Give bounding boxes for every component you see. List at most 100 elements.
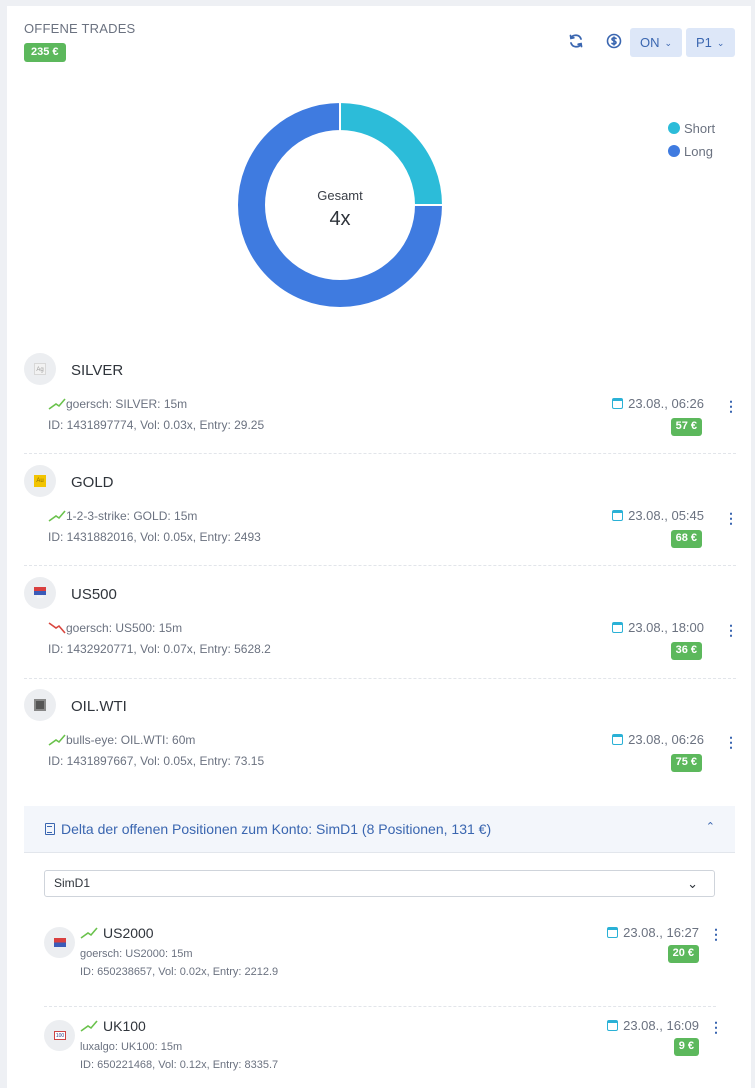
position-pnl-badge: 20 € [667, 945, 699, 963]
delta-position-row[interactable]: US2000 goersch: US2000: 15m ID: 65023865… [44, 924, 723, 1014]
more-options-icon[interactable]: ⋮ [724, 622, 738, 638]
trade-strategy-text: bulls-eye: OIL.WTI: 60m [66, 733, 196, 747]
trade-strategy: goersch: US500: 15m [48, 621, 182, 635]
document-icon [45, 823, 55, 835]
position-strategy: luxalgo: UK100: 15m [80, 1041, 183, 1053]
position-info: ID: 650221468, Vol: 0.12x, Entry: 8335.7 [80, 1059, 279, 1071]
position-symbol-text: US2000 [103, 925, 154, 941]
calendar-icon [612, 734, 624, 745]
chevron-down-icon: ⌄ [716, 38, 725, 48]
delta-title-text: Delta der offenen Positionen zum Konto: … [61, 821, 492, 837]
legend-dot [668, 122, 680, 134]
page-title: OFFENE TRADES [24, 21, 136, 36]
account-select[interactable]: SimD1 ⌄ [44, 870, 715, 897]
more-options-icon[interactable]: ⋮ [724, 734, 738, 750]
trade-strategy-text: 1-2-3-strike: GOLD: 15m [66, 509, 198, 523]
chevron-down-icon: ⌄ [664, 38, 673, 48]
trade-info: ID: 1432920771, Vol: 0.07x, Entry: 5628.… [48, 642, 271, 656]
trade-date: 23.08., 06:26 [612, 732, 704, 747]
on-dropdown-label: ON [640, 35, 660, 50]
delta-title: Delta der offenen Positionen zum Konto: … [45, 821, 491, 837]
legend-dot [668, 145, 680, 157]
trade-row[interactable]: Au GOLD 1-2-3-strike: GOLD: 15m ID: 1431… [24, 463, 738, 575]
trend-up-icon [48, 398, 66, 410]
calendar-icon [607, 1020, 619, 1031]
position-date-text: 23.08., 16:27 [623, 925, 699, 940]
trend-down-icon [48, 622, 66, 634]
symbol-avatar: 500 [24, 577, 56, 609]
trade-info: ID: 1431897667, Vol: 0.05x, Entry: 73.15 [48, 754, 265, 768]
trade-info: ID: 1431882016, Vol: 0.05x, Entry: 2493 [48, 530, 261, 544]
oil-barrel-icon [34, 699, 46, 711]
calendar-icon [612, 510, 624, 521]
open-trades-card [7, 6, 751, 1088]
legend-label: Long [684, 144, 713, 159]
trend-up-icon [48, 510, 66, 522]
symbol-avatar: Au [24, 465, 56, 497]
legend-item-long[interactable]: Long [668, 144, 713, 159]
position-date-text: 23.08., 16:09 [623, 1018, 699, 1033]
trade-symbol: OIL.WTI [71, 698, 127, 715]
trade-date: 23.08., 06:26 [612, 396, 704, 411]
delta-accordion-header[interactable]: Delta der offenen Positionen zum Konto: … [24, 806, 735, 853]
account-select-value: SimD1 [54, 876, 91, 890]
trade-date-text: 23.08., 05:45 [628, 508, 704, 523]
more-options-icon[interactable]: ⋮ [709, 927, 723, 941]
us-flag-icon [54, 938, 66, 947]
divider [24, 678, 736, 679]
trade-date-text: 23.08., 06:26 [628, 396, 704, 411]
more-options-icon[interactable]: ⋮ [709, 1020, 723, 1034]
trade-strategy: bulls-eye: OIL.WTI: 60m [48, 733, 195, 747]
trade-row[interactable]: OIL.WTI bulls-eye: OIL.WTI: 60m ID: 1431… [24, 687, 738, 799]
divider [44, 1006, 716, 1007]
on-dropdown[interactable]: ON ⌄ [630, 28, 682, 57]
refresh-icon[interactable] [566, 31, 586, 51]
trend-up-icon [80, 1019, 98, 1032]
us-flag-icon: 500 [34, 587, 46, 599]
delta-position-row[interactable]: 100 UK100 luxalgo: UK100: 15m ID: 650221… [44, 1017, 723, 1088]
chevron-down-icon: ⌄ [687, 876, 698, 891]
trade-date-text: 23.08., 06:26 [628, 732, 704, 747]
trade-pnl-badge: 75 € [670, 754, 702, 772]
position-pnl-badge: 9 € [673, 1038, 699, 1056]
more-options-icon[interactable]: ⋮ [724, 398, 738, 414]
total-pnl-badge: 235 € [24, 43, 66, 62]
position-date: 23.08., 16:27 [607, 925, 699, 940]
trade-symbol: SILVER [71, 362, 124, 379]
position-date: 23.08., 16:09 [607, 1018, 699, 1033]
trade-info: ID: 1431897774, Vol: 0.03x, Entry: 29.25 [48, 418, 265, 432]
symbol-avatar [24, 689, 56, 721]
donut-slice-long[interactable] [237, 102, 443, 308]
trade-strategy-text: goersch: SILVER: 15m [66, 397, 188, 411]
trend-up-icon [48, 734, 66, 746]
calendar-icon [612, 622, 624, 633]
chevron-up-icon[interactable]: ⌃ [705, 821, 715, 833]
trade-date: 23.08., 05:45 [612, 508, 704, 523]
calendar-icon [612, 398, 624, 409]
trade-symbol: GOLD [71, 474, 114, 491]
trade-date-text: 23.08., 18:00 [628, 620, 704, 635]
gold-icon: Au [34, 475, 46, 487]
trade-row[interactable]: 500 US500 goersch: US500: 15m ID: 143292… [24, 575, 738, 687]
trade-pnl-badge: 57 € [670, 418, 702, 436]
position-symbol: US2000 [80, 925, 154, 941]
more-options-icon[interactable]: ⋮ [724, 510, 738, 526]
position-symbol-text: UK100 [103, 1018, 146, 1034]
position-symbol: UK100 [80, 1018, 146, 1034]
position-strategy: goersch: US2000: 15m [80, 948, 193, 960]
divider [24, 565, 736, 566]
trade-symbol: US500 [71, 586, 117, 603]
trade-strategy-text: goersch: US500: 15m [66, 621, 183, 635]
donut-center-value: 4x [329, 208, 351, 230]
divider [24, 453, 736, 454]
symbol-avatar [44, 927, 75, 958]
trade-strategy: 1-2-3-strike: GOLD: 15m [48, 509, 197, 523]
trade-strategy: goersch: SILVER: 15m [48, 397, 187, 411]
legend-item-short[interactable]: Short [668, 121, 715, 136]
currency-icon[interactable] [604, 31, 624, 51]
p-dropdown-label: P1 [696, 35, 712, 50]
p-dropdown[interactable]: P1 ⌄ [686, 28, 735, 57]
trade-row[interactable]: Ag SILVER goersch: SILVER: 15m ID: 14318… [24, 351, 738, 463]
uk-flag-icon: 100 [54, 1031, 66, 1040]
trade-date: 23.08., 18:00 [612, 620, 704, 635]
